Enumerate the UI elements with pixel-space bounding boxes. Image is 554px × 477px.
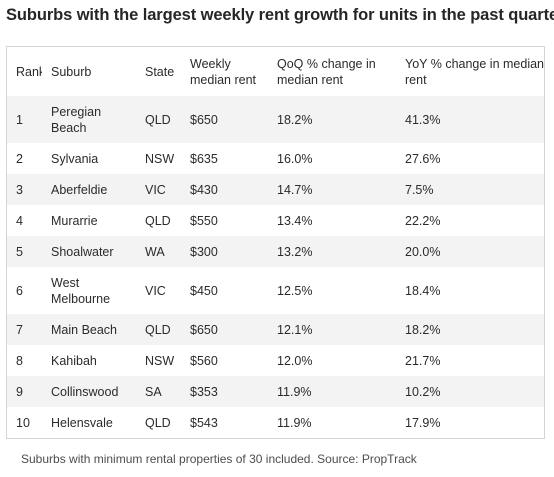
table-row: 10 Helensvale QLD $543 11.9% 17.9% [7, 407, 544, 438]
cell-qoq: 12.5% [277, 283, 313, 298]
cell-state: VIC [145, 283, 166, 298]
cell-state: QLD [136, 314, 181, 345]
cell-state: WA [136, 236, 181, 267]
cell-qoq: 11.9% [268, 376, 396, 407]
cell-rank: 3 [7, 174, 42, 205]
cell-state: VIC [136, 174, 181, 205]
cell-state: QLD [145, 415, 171, 430]
cell-rank: 9 [7, 376, 42, 407]
cell-state: SA [136, 376, 181, 407]
cell-qoq: 11.9% [277, 415, 312, 430]
cell-rank: 8 [16, 353, 23, 368]
table-row: 8 Kahibah NSW $560 12.0% 21.7% [7, 345, 544, 376]
header-state: State [145, 64, 175, 79]
cell-state: QLD [136, 96, 181, 143]
header-yoy-change: YoY % change in median rent [405, 56, 544, 87]
cell-yoy: 18.4% [405, 283, 441, 298]
cell-qoq: 14.7% [268, 174, 396, 205]
cell-rent: $650 [181, 96, 268, 143]
cell-suburb: Helensvale [51, 415, 113, 430]
rent-growth-table-container: Rank Suburb State Weekly median rent QoQ… [6, 46, 545, 439]
table-row: 6 West Melbourne VIC $450 12.5% 18.4% [7, 267, 544, 314]
header-weekly-median-rent: Weekly median rent [190, 56, 257, 87]
cell-yoy: 7.5% [396, 174, 544, 205]
cell-qoq: 13.2% [268, 236, 396, 267]
cell-suburb: West Melbourne [51, 275, 111, 306]
cell-state: NSW [145, 151, 175, 166]
cell-suburb: Aberfeldie [42, 174, 136, 205]
cell-suburb: Sylvania [51, 151, 99, 166]
cell-rent: $650 [181, 314, 268, 345]
cell-rent: $353 [181, 376, 268, 407]
table-row: 4 Murarrie QLD $550 13.4% 22.2% [7, 205, 544, 236]
table-row: 7 Main Beach QLD $650 12.1% 18.2% [7, 314, 544, 345]
table-row: 3 Aberfeldie VIC $430 14.7% 7.5% [7, 174, 544, 205]
table-footnote: Suburbs with minimum rental properties o… [21, 452, 417, 466]
cell-qoq: 12.0% [277, 353, 313, 368]
cell-rank: 7 [7, 314, 42, 345]
cell-suburb: Main Beach [42, 314, 136, 345]
table-header-row: Rank Suburb State Weekly median rent QoQ… [7, 47, 544, 96]
cell-rent: $430 [181, 174, 268, 205]
cell-suburb: Kahibah [51, 353, 97, 368]
cell-rent: $450 [190, 283, 218, 298]
cell-yoy: 10.2% [396, 376, 544, 407]
header-rank: Rank [16, 64, 42, 79]
cell-state: NSW [145, 353, 175, 368]
page-title: Suburbs with the largest weekly rent gro… [6, 6, 554, 24]
table-row: 1 Peregian Beach QLD $650 18.2% 41.3% [7, 96, 544, 143]
cell-rank: 6 [16, 283, 23, 298]
cell-qoq: 16.0% [277, 151, 313, 166]
cell-yoy: 20.0% [396, 236, 544, 267]
cell-rent: $543 [190, 415, 218, 430]
cell-yoy: 41.3% [396, 96, 544, 143]
cell-rank: 1 [7, 96, 42, 143]
cell-qoq: 13.4% [277, 213, 313, 228]
cell-yoy: 18.2% [396, 314, 544, 345]
table-row: 5 Shoalwater WA $300 13.2% 20.0% [7, 236, 544, 267]
cell-suburb: Shoalwater [42, 236, 136, 267]
cell-suburb: Murarrie [51, 213, 98, 228]
cell-state: QLD [145, 213, 171, 228]
cell-rent: $560 [190, 353, 218, 368]
cell-yoy: 22.2% [405, 213, 441, 228]
table-row: 9 Collinswood SA $353 11.9% 10.2% [7, 376, 544, 407]
cell-suburb: Collinswood [42, 376, 136, 407]
cell-rank: 5 [7, 236, 42, 267]
cell-qoq: 12.1% [268, 314, 396, 345]
cell-rent: $550 [190, 213, 218, 228]
cell-rank: 2 [16, 151, 23, 166]
cell-qoq: 18.2% [268, 96, 396, 143]
cell-rent: $300 [181, 236, 268, 267]
cell-rank: 4 [16, 213, 23, 228]
cell-yoy: 17.9% [405, 415, 441, 430]
table-row: 2 Sylvania NSW $635 16.0% 27.6% [7, 143, 544, 174]
header-suburb: Suburb [51, 64, 92, 79]
rent-growth-table: Rank Suburb State Weekly median rent QoQ… [7, 47, 544, 438]
cell-yoy: 27.6% [405, 151, 441, 166]
cell-suburb: Peregian Beach [42, 96, 136, 143]
cell-rank: 10 [16, 415, 30, 430]
header-qoq-change: QoQ % change in median rent [277, 56, 376, 87]
cell-yoy: 21.7% [405, 353, 441, 368]
cell-rent: $635 [190, 151, 218, 166]
